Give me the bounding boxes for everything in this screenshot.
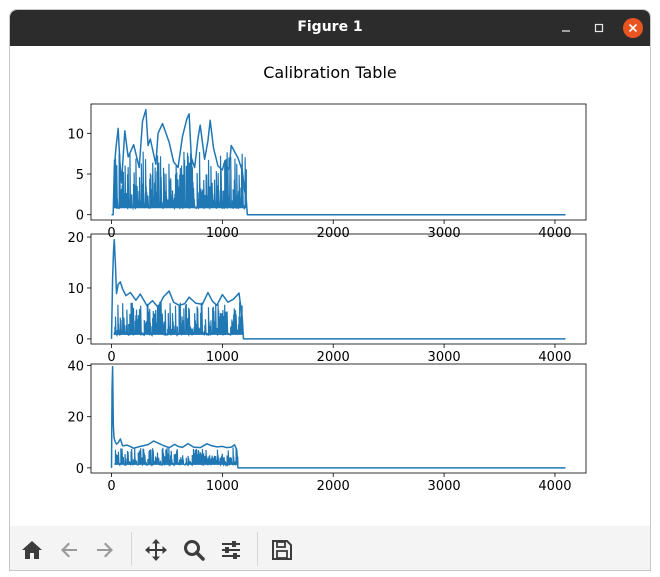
x-tick-label: 2000 <box>317 350 350 365</box>
data-line-1 <box>111 108 566 216</box>
close-button[interactable] <box>623 18 643 38</box>
data-line-noise-3 <box>114 447 239 468</box>
save-button[interactable] <box>268 536 296 564</box>
maximize-icon <box>594 23 604 33</box>
y-tick-label: 20 <box>67 411 84 426</box>
window-title: Figure 1 <box>297 19 363 35</box>
x-tick-label: 4000 <box>538 479 571 494</box>
x-tick-label: 1000 <box>206 350 239 365</box>
x-tick-label: 2000 <box>317 226 350 241</box>
axes-frame-2 <box>90 233 587 345</box>
figure-svg: Calibration Table 0 1000 2000 3000 400005100… <box>67 63 587 494</box>
toolbar-separator <box>257 532 258 566</box>
figure-suptitle: Calibration Table <box>263 63 397 82</box>
figure-canvas[interactable]: Calibration Table 0 1000 2000 3000 4000 0 5 10 0… <box>10 46 650 526</box>
toolbar-separator <box>131 532 132 566</box>
x-tick-label: 1000 <box>206 479 239 494</box>
x-tick-label: 2000 <box>317 479 350 494</box>
pan-button[interactable] <box>142 536 170 564</box>
subplot-2: 0 1000 2000 3000 4000 0 10 20 <box>67 231 587 365</box>
x-tick-label: 0 <box>107 479 115 494</box>
y-tick-label: 0 <box>76 209 84 224</box>
x-tick-label: 1000 <box>206 226 239 241</box>
title-bar: Figure 1 <box>10 10 650 46</box>
close-icon <box>628 23 638 33</box>
home-icon <box>22 541 42 559</box>
y-tick-label: 20 <box>67 231 84 246</box>
home-button[interactable] <box>18 536 46 564</box>
floppy-disk-icon <box>272 540 292 560</box>
subplot-3: 0 1000 2000 3000 4000 0 20 40 <box>67 360 587 494</box>
arrow-right-icon <box>97 542 113 558</box>
axes-frame-3 <box>90 363 587 474</box>
minimize-icon <box>562 30 570 32</box>
x-tick-label: 4000 <box>538 226 571 241</box>
configure-subplots-button[interactable] <box>217 536 245 564</box>
data-line-noise-1 <box>113 151 247 211</box>
x-tick-label: 4000 <box>538 350 571 365</box>
axes-frame-1 <box>90 103 587 221</box>
minimize-button[interactable] <box>556 18 576 38</box>
x-tick-label: 3000 <box>428 479 461 494</box>
x-tick-label: 3000 <box>428 350 461 365</box>
arrow-left-icon <box>61 542 77 558</box>
y-tick-label: 10 <box>67 282 84 297</box>
data-line-3 <box>110 366 566 469</box>
move-icon <box>145 539 167 561</box>
maximize-button[interactable] <box>589 18 609 38</box>
y-tick-label: 40 <box>67 360 84 375</box>
y-tick-label: 5 <box>76 168 84 183</box>
x-tick-label: 0 <box>107 350 115 365</box>
forward-button[interactable] <box>91 536 119 564</box>
magnifier-icon <box>184 540 205 561</box>
data-line-2 <box>110 238 566 340</box>
sliders-icon <box>222 541 240 559</box>
x-tick-label: 3000 <box>428 226 461 241</box>
y-tick-label: 0 <box>76 462 84 477</box>
x-tick-label: 0 <box>107 226 115 241</box>
y-tick-label: 10 <box>67 127 84 142</box>
back-button[interactable] <box>55 536 83 564</box>
data-line-noise-2 <box>113 301 243 338</box>
y-tick-label: 0 <box>76 333 84 348</box>
zoom-button[interactable] <box>180 536 208 564</box>
figure-window: Figure 1 Calibration Table 0 1000 2000 3000… <box>9 9 651 571</box>
subplot-1: 0 1000 2000 3000 4000 0 5 10 <box>67 103 587 241</box>
navigation-toolbar <box>10 526 650 570</box>
